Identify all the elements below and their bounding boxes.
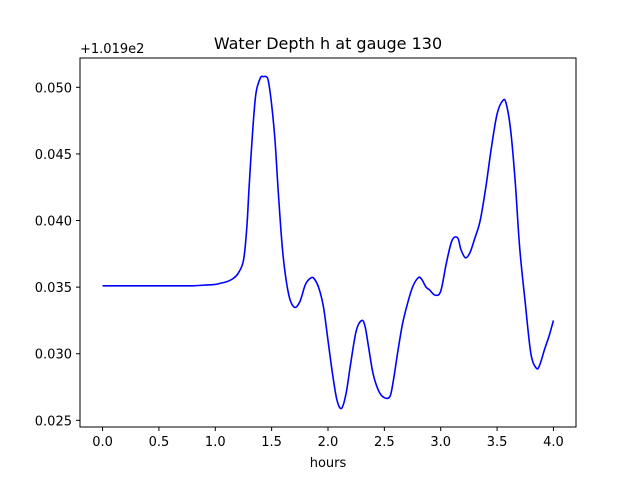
chart-title: Water Depth h at gauge 130	[214, 34, 442, 53]
y-tick-label: 0.045	[35, 148, 72, 163]
y-offset-label: +1.019e2	[80, 42, 144, 57]
x-tick-label: 1.5	[261, 435, 282, 450]
x-tick-label: 4.0	[543, 435, 564, 450]
y-tick-label: 0.025	[35, 414, 72, 429]
x-tick-label: 2.0	[318, 435, 339, 450]
x-tick-label: 0.5	[149, 435, 170, 450]
y-tick-label: 0.040	[35, 215, 72, 230]
x-tick-label: 3.0	[430, 435, 451, 450]
x-tick-label: 0.0	[92, 435, 113, 450]
series-line-0	[102, 75, 555, 410]
y-tick-label: 0.050	[35, 81, 72, 96]
plot-area: 0.0 0.5 1.0 1.5 2.0 2.5 3.0 3.5 4.0 0.025 0.030 0.0…	[35, 57, 577, 450]
x-axis-label: hours	[310, 456, 347, 471]
x-tick-label: 2.5	[374, 435, 395, 450]
x-tick-label: 3.5	[487, 435, 508, 450]
x-tick-label: 1.0	[205, 435, 226, 450]
y-tick-label: 0.035	[35, 281, 72, 296]
y-tick-label: 0.030	[35, 348, 72, 363]
